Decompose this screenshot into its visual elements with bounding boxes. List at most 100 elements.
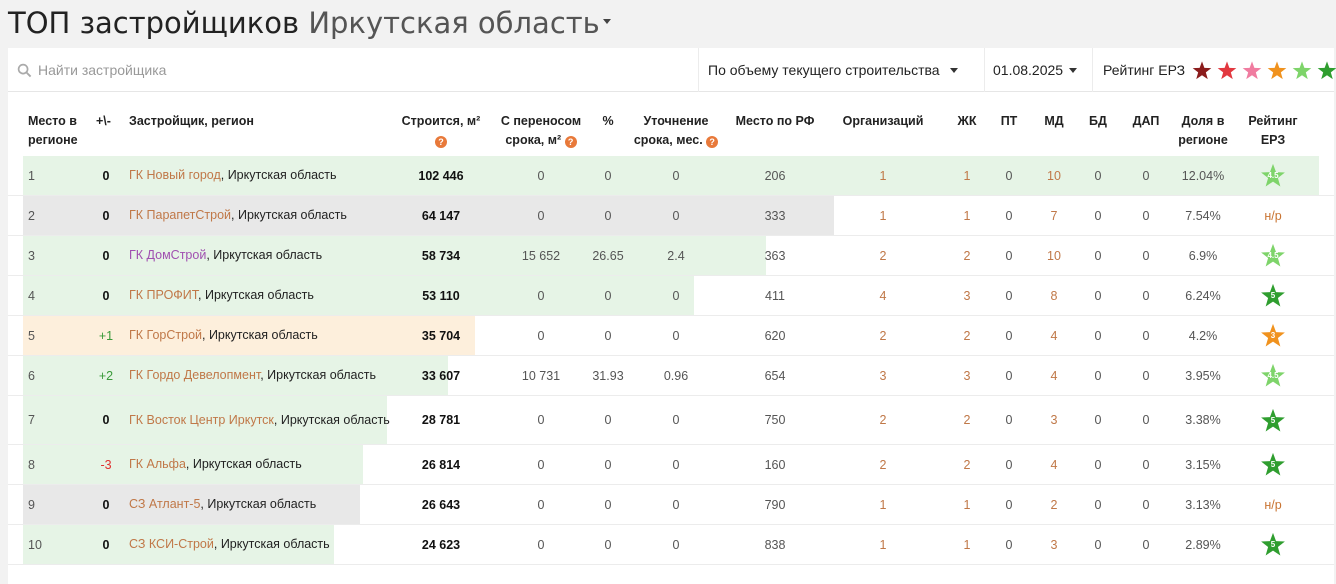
star-icon[interactable] <box>1266 60 1288 81</box>
developer-link[interactable]: ГК ГорСтрой <box>129 328 202 342</box>
rating-star-icon[interactable]: 5 <box>1259 282 1287 309</box>
rating-star-icon[interactable]: 5 <box>1259 531 1287 558</box>
rf-place-cell: 790 <box>730 485 820 524</box>
developer-link[interactable]: СЗ Атлант-5 <box>129 497 201 511</box>
md-value[interactable]: 8 <box>1050 288 1058 303</box>
zhk-value[interactable]: 3 <box>963 288 971 303</box>
developer-link[interactable]: СЗ КСИ-Строй <box>129 537 214 551</box>
date-dropdown[interactable]: 01.08.2025 <box>984 48 1092 92</box>
md-value[interactable]: 3 <box>1050 413 1058 427</box>
table-row[interactable]: 10 0 СЗ КСИ-Строй, Иркутская область 24 623… <box>8 525 1334 565</box>
table-row[interactable]: 2 0 ГК ПарапетСтрой, Иркутская область 64 1… <box>8 196 1334 236</box>
zhk-value[interactable]: 1 <box>963 537 971 552</box>
developer-text: ГК Альфа, Иркутская область <box>129 455 302 474</box>
table-row[interactable]: 6 +2 ГК Гордо Девелопмент, Иркутская облас… <box>8 356 1334 396</box>
zhk-value[interactable]: 2 <box>963 413 971 427</box>
md-value[interactable]: 4 <box>1050 368 1058 383</box>
zhk-value[interactable]: 1 <box>963 497 971 512</box>
clarification-value: 0 <box>672 168 680 183</box>
chevron-down-icon[interactable] <box>602 18 611 24</box>
orgs-value[interactable]: 2 <box>879 413 887 427</box>
rating-star-icon[interactable]: 4.5 <box>1259 162 1287 189</box>
col-share[interactable]: Доля в регионе <box>1178 114 1228 147</box>
md-value[interactable]: 3 <box>1050 537 1058 552</box>
developer-link[interactable]: ГК Восток Центр Иркутск <box>129 412 274 427</box>
rating-star-icon[interactable]: 5 <box>1259 407 1287 434</box>
star-icon[interactable] <box>1191 60 1213 81</box>
rating-star-icon[interactable]: 4.5 <box>1259 242 1287 269</box>
table-row[interactable]: 7 0 ГК Восток Центр Иркутск, Иркутская обл… <box>8 396 1334 445</box>
col-change[interactable]: +\- <box>96 114 111 128</box>
col-postponed[interactable]: С переносом срока, м² ? <box>491 112 591 150</box>
developer-link[interactable]: ГК ПРОФИТ <box>129 288 199 302</box>
col-orgs[interactable]: Организаций <box>842 114 924 128</box>
search-input[interactable]: Найти застройщика <box>38 62 167 78</box>
date-label: 01.08.2025 <box>993 62 1064 78</box>
star-icon[interactable] <box>1241 60 1263 81</box>
table-row[interactable]: 5 +1 ГК ГорСтрой, Иркутская область 35 704 0… <box>8 316 1334 356</box>
md-value[interactable]: 4 <box>1050 328 1058 343</box>
region-selector[interactable]: Иркутская область <box>308 6 600 40</box>
orgs-value[interactable]: 2 <box>879 457 887 472</box>
col-percent[interactable]: % <box>602 114 614 128</box>
rating-star-icon[interactable]: 4.5 <box>1259 362 1287 389</box>
col-rating[interactable]: Рейтинг ЕРЗ <box>1248 114 1298 147</box>
col-dap[interactable]: ДАП <box>1132 114 1160 128</box>
developer-link[interactable]: ГК ДомСтрой <box>129 248 207 262</box>
developer-link[interactable]: ГК ПарапетСтрой <box>129 208 232 222</box>
col-developer[interactable]: Застройщик, регион <box>129 114 254 128</box>
md-value[interactable]: 7 <box>1050 208 1058 223</box>
orgs-value[interactable]: 1 <box>879 168 887 183</box>
zhk-value[interactable]: 3 <box>963 368 971 383</box>
zhk-value[interactable]: 2 <box>963 248 971 263</box>
md-value[interactable]: 2 <box>1050 497 1058 512</box>
orgs-value[interactable]: 1 <box>879 208 887 223</box>
col-pt[interactable]: ПТ <box>1000 114 1018 128</box>
search-box[interactable]: Найти застройщика <box>8 48 698 92</box>
help-icon[interactable]: ? <box>706 136 719 148</box>
orgs-value[interactable]: 4 <box>879 288 887 303</box>
developer-link[interactable]: ГК Гордо Девелопмент <box>129 368 261 382</box>
orgs-value[interactable]: 3 <box>879 368 887 383</box>
col-building[interactable]: Строится, м²? <box>396 112 486 150</box>
md-value[interactable]: 10 <box>1047 248 1061 263</box>
col-place[interactable]: Место в регионе <box>28 114 78 147</box>
col-zhk[interactable]: ЖК <box>957 114 977 128</box>
star-icon[interactable] <box>1316 60 1336 81</box>
help-icon[interactable]: ? <box>564 136 577 148</box>
col-md[interactable]: МД <box>1044 114 1064 128</box>
zhk-value[interactable]: 2 <box>963 328 971 343</box>
bd-cell: 0 <box>1083 485 1113 524</box>
table-row[interactable]: 8 -3 ГК Альфа, Иркутская область 26 814 0 0 0 1… <box>8 445 1334 485</box>
pt-value: 0 <box>1005 328 1013 343</box>
md-value[interactable]: 4 <box>1050 457 1058 472</box>
rating-star-icon[interactable]: 5 <box>1259 451 1287 478</box>
rating-star-icon[interactable]: 3 <box>1259 322 1287 349</box>
table-row[interactable]: 3 0 ГК ДомСтрой, Иркутская область 58 734 15… <box>8 236 1334 276</box>
orgs-value[interactable]: 1 <box>879 497 887 512</box>
zhk-value[interactable]: 2 <box>963 457 971 472</box>
table-row[interactable]: 1 0 ГК Новый город, Иркутская область 102 4… <box>8 156 1334 196</box>
zhk-value[interactable]: 1 <box>963 208 971 223</box>
orgs-value[interactable]: 2 <box>879 248 887 263</box>
sort-dropdown[interactable]: По объему текущего строительства <box>698 48 984 92</box>
orgs-cell: 4 <box>836 276 930 315</box>
place-cell: 10 <box>28 537 42 552</box>
developer-link[interactable]: ГК Альфа <box>129 457 186 471</box>
help-icon[interactable]: ? <box>435 136 447 148</box>
table-row[interactable]: 9 0 СЗ Атлант-5, Иркутская область 26 643 0 0… <box>8 485 1334 525</box>
md-value[interactable]: 10 <box>1047 168 1061 183</box>
star-icon[interactable] <box>1291 60 1313 81</box>
zhk-value[interactable]: 1 <box>963 168 971 183</box>
orgs-value[interactable]: 2 <box>879 328 887 343</box>
star-icon[interactable] <box>1216 60 1238 81</box>
percent-value: 0 <box>604 168 612 183</box>
col-bd[interactable]: БД <box>1089 114 1107 128</box>
table-row[interactable]: 4 0 ГК ПРОФИТ, Иркутская область 53 110 0 0 0 4… <box>8 276 1334 316</box>
bd-cell: 0 <box>1083 276 1113 315</box>
developer-link[interactable]: ГК Новый город <box>129 168 221 182</box>
bd-cell: 0 <box>1083 525 1113 564</box>
col-clarification[interactable]: Уточнение срока, мес. ? <box>626 112 726 150</box>
orgs-value[interactable]: 1 <box>879 537 887 552</box>
col-rf-place[interactable]: Место по РФ <box>735 114 815 128</box>
